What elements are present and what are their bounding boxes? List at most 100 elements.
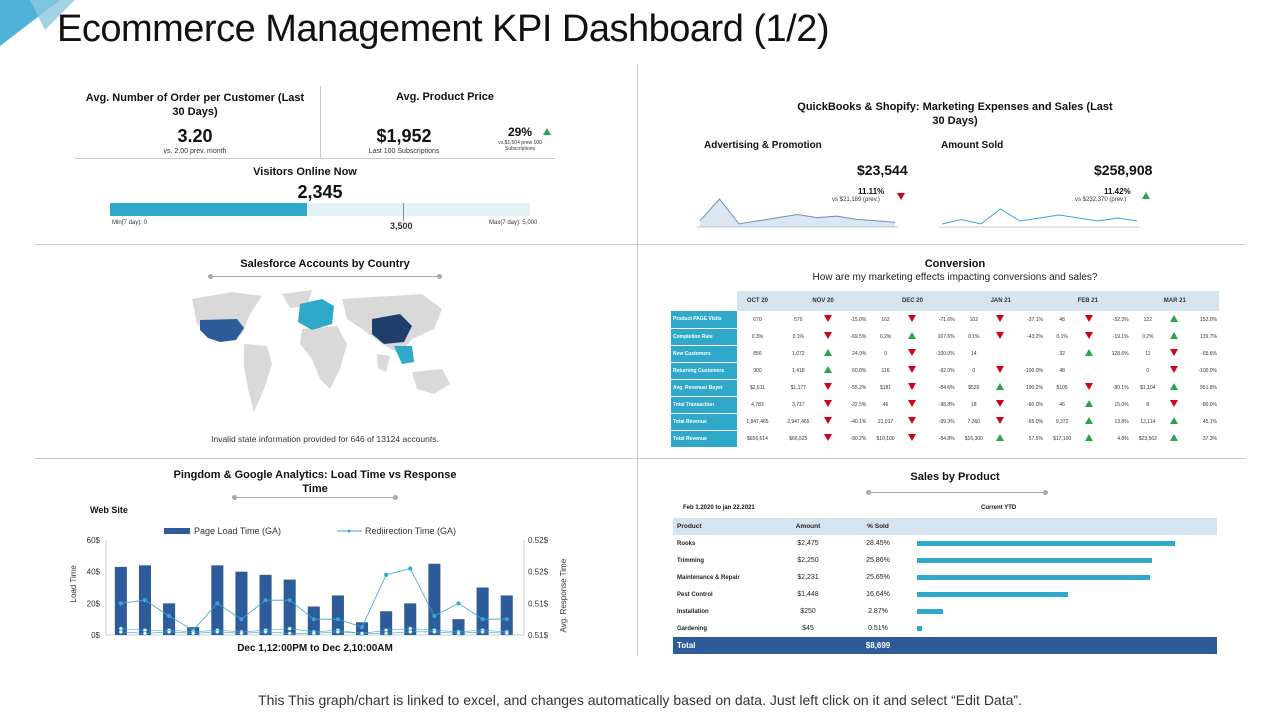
conversion-trend (819, 311, 838, 328)
adv-label: Advertising & Promotion (704, 140, 822, 151)
conversion-pct: -100.0% (1198, 367, 1217, 374)
conversion-month-header: FEB 21 (1044, 291, 1131, 311)
down-arrow-icon (996, 315, 1005, 322)
load-time-bar (211, 565, 224, 635)
price-pct-sub: vs.$1,504 prew 100 Subscriptions (498, 140, 542, 152)
response-point (287, 598, 292, 603)
up-arrow-icon (1170, 315, 1179, 322)
conversion-pct: -99.3% (938, 418, 955, 425)
conversion-cell: $23,563 (1138, 435, 1157, 442)
conversion-cell: $1,177 (790, 384, 806, 391)
sales-product: Pest Control (677, 591, 713, 598)
conversion-header-blank (671, 291, 737, 311)
response-point (456, 631, 461, 636)
conversion-cell: 900 (753, 367, 762, 374)
kpi-divider-h (75, 158, 555, 159)
visitors-gauge-fill (110, 203, 307, 216)
response-point (384, 572, 389, 577)
sales-total-label: Total (677, 641, 696, 650)
conversion-trend (819, 362, 838, 379)
map-europe (298, 299, 334, 330)
conversion-cell: 856 (753, 350, 762, 357)
down-arrow-icon (996, 332, 1005, 339)
sparkline-line (699, 198, 896, 225)
conversion-pct: -84.8% (938, 435, 955, 442)
response-point (311, 631, 316, 636)
conversion-month-header: DEC 20 (868, 291, 957, 311)
conversion-pct: -65.6% (1201, 350, 1217, 357)
up-arrow-icon (1170, 383, 1179, 390)
conversion-trend (1165, 328, 1184, 345)
conversion-pct: -100.0% (936, 350, 955, 357)
conversion-pct: 15.0% (1114, 401, 1129, 408)
response-point (239, 617, 244, 622)
adv-prev: vs $21,189 (prev.) (832, 197, 880, 203)
y-tick-label: 40$ (87, 568, 101, 577)
conversion-trend (819, 328, 838, 345)
conversion-cell: 32 (1059, 350, 1065, 357)
conversion-pct: -65.0% (1027, 418, 1043, 425)
down-arrow-icon (908, 434, 917, 441)
conversion-row: Completion Rate 0.3% 0.1% -69.5% 0.2% 167.6% 0… (671, 328, 1219, 346)
orders-label: Avg. Number of Order per Customer (Last … (85, 92, 305, 118)
down-arrow-icon (1170, 400, 1179, 407)
conversion-pct: -80.1% (1112, 384, 1129, 391)
up-arrow-icon (996, 383, 1005, 390)
sales-amount: $250 (800, 608, 816, 615)
conversion-cell: $656,614 (747, 435, 768, 442)
conversion-row-label: Total Revenue (671, 413, 737, 431)
conversion-pct: -100.0% (1024, 367, 1043, 374)
conversion-pct: 24.9% (852, 350, 867, 357)
up-arrow-icon (824, 349, 833, 356)
conversion-pct: -37.1% (1027, 316, 1043, 323)
conversion-trend (1079, 396, 1098, 413)
response-point (480, 629, 485, 634)
conversion-trend (903, 311, 922, 328)
conversion-trend (991, 413, 1010, 430)
sales-pct: 0.51% (868, 625, 888, 632)
sales-total-value: $8,699 (865, 641, 891, 650)
response-point (142, 598, 148, 603)
conversion-cell: 2,947,465 (787, 418, 810, 425)
conversion-trend (819, 413, 838, 430)
conversion-month-header: OCT 20 (737, 291, 778, 311)
conversion-cell: 0.1% (1056, 333, 1068, 340)
response-point (504, 617, 509, 622)
conversion-cell: 8 (1146, 401, 1150, 408)
down-arrow-icon (824, 417, 833, 424)
sales-header-row: Product Amount % Sold (673, 518, 1217, 535)
conversion-cell: $1,104 (1140, 384, 1156, 391)
down-arrow-icon (1084, 332, 1093, 339)
conversion-cell: 116 (881, 367, 890, 374)
sales-bar-cell (913, 569, 1217, 586)
conversion-cell: 48 (1059, 316, 1065, 323)
sales-product: Maintenance & Repair (677, 574, 740, 581)
conversion-trend (903, 362, 922, 379)
sales-row: Trimming $2,250 25.86% (673, 552, 1217, 569)
conversion-row-label: Returning Customers (671, 362, 737, 380)
conversion-trend (1165, 413, 1184, 430)
down-arrow-icon (824, 434, 833, 441)
sales-underline (866, 490, 1048, 495)
conversion-row-label: Avg. Revenue/ Buyer (671, 379, 737, 397)
conversion-row: Total Revenue $656,614 $66,525 -90.2% $10,10… (671, 430, 1219, 448)
down-arrow-icon (824, 332, 833, 339)
pingdom-title: Pingdom & Google Analytics: Load Time vs… (173, 469, 457, 495)
conversion-cell: 18 (971, 401, 977, 408)
conversion-pct: -43.2% (1027, 333, 1043, 340)
up-arrow-icon (1084, 417, 1093, 424)
load-time-bar (452, 619, 465, 635)
conversion-cell: 0 (972, 367, 976, 374)
y2-tick-label: 0.52$ (528, 568, 549, 577)
up-arrow-icon (824, 366, 833, 373)
up-arrow-icon (1084, 400, 1093, 407)
sales-header-cell: Product (677, 523, 702, 530)
conversion-cell: 0 (884, 350, 887, 357)
orders-sub: vs. 2.00 prev. month (163, 148, 227, 155)
conversion-cell: $17,100 (1053, 435, 1072, 442)
conversion-cell: $526 (968, 384, 980, 391)
conversion-row: Product PAGE Visits 670 570 -15.0% 162 -71.6%… (671, 311, 1219, 329)
up-arrow-icon (1084, 434, 1093, 441)
conversion-trend (1079, 413, 1098, 430)
sales-total-row: Total $8,699 (673, 637, 1217, 654)
